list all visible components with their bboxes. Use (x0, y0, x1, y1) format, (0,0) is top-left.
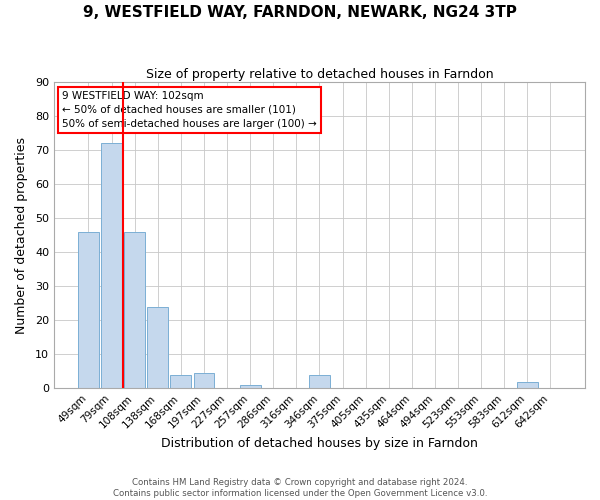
Text: 9, WESTFIELD WAY, FARNDON, NEWARK, NG24 3TP: 9, WESTFIELD WAY, FARNDON, NEWARK, NG24 … (83, 5, 517, 20)
Bar (78, 232, 99, 388)
Y-axis label: Number of detached properties: Number of detached properties (15, 136, 28, 334)
Bar (309, 374, 330, 388)
Title: Size of property relative to detached houses in Farndon: Size of property relative to detached ho… (146, 68, 493, 80)
Bar (517, 382, 538, 388)
Bar (124, 232, 145, 388)
Bar (148, 306, 168, 388)
Bar (101, 143, 122, 388)
X-axis label: Distribution of detached houses by size in Farndon: Distribution of detached houses by size … (161, 437, 478, 450)
Text: Contains HM Land Registry data © Crown copyright and database right 2024.
Contai: Contains HM Land Registry data © Crown c… (113, 478, 487, 498)
Bar (194, 373, 214, 388)
Bar (240, 385, 260, 388)
Text: 9 WESTFIELD WAY: 102sqm
← 50% of detached houses are smaller (101)
50% of semi-d: 9 WESTFIELD WAY: 102sqm ← 50% of detache… (62, 91, 317, 129)
Bar (170, 374, 191, 388)
